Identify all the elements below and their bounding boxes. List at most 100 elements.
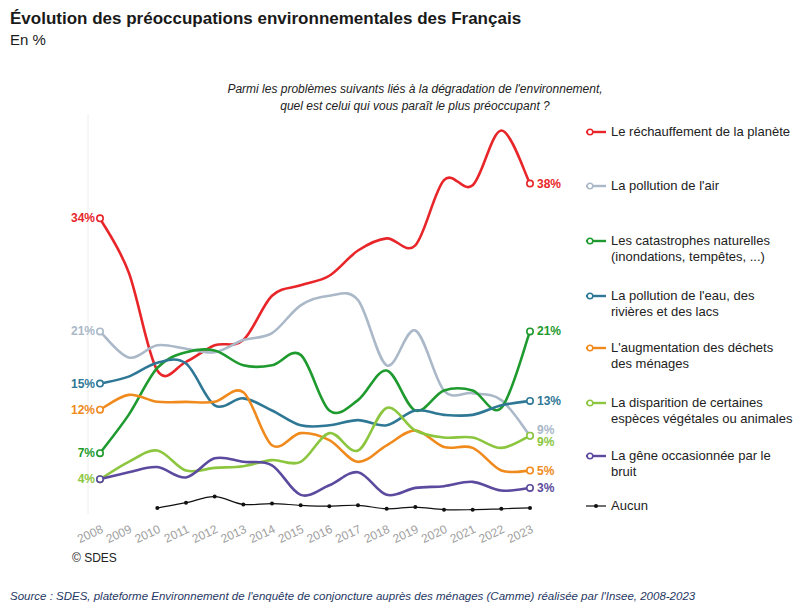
point-marker [299,503,303,507]
legend-marker [587,183,593,189]
legend-marker [587,129,593,135]
legend-label: La disparition de certaines espèces végé… [611,395,795,427]
point-marker [527,180,533,186]
point-marker [442,508,446,512]
point-marker [528,506,532,510]
point-marker [97,380,103,386]
series-line [100,293,530,436]
legend-icon [585,233,607,249]
point-marker [527,433,533,439]
title: Évolution des préoccupations environneme… [10,9,521,28]
lines-group [97,131,533,512]
data-label: 38% [537,177,561,191]
legend-label: La gêne occasionnée par le bruit [611,448,795,480]
legend-item: La gêne occasionnée par le bruit [585,448,795,480]
question: Parmi les problèmes suivants liés à la d… [227,82,602,96]
data-label: 4% [78,472,96,486]
series-line [100,131,530,377]
subtitle: En % [10,31,46,48]
data-label: 9% [537,435,555,449]
point-marker [527,485,533,491]
legend-marker [587,345,593,351]
legend-item: Les catastrophes naturelles (inondations… [585,233,795,265]
series-line [100,390,530,472]
legend-item: Aucun [585,498,795,514]
point-marker [184,501,188,505]
legend-marker [587,453,593,459]
series-line [100,458,530,496]
data-label: 34% [71,211,95,225]
x-tick-label: 2020 [419,522,449,546]
x-tick-label: 2023 [505,522,535,546]
data-label: 7% [78,446,96,460]
x-tick-label: 2010 [132,522,162,546]
data-label: 3% [537,481,555,495]
point-marker [97,450,103,456]
point-marker [97,476,103,482]
legend-marker [587,238,593,244]
legend-icon [585,124,607,140]
legend-item: Le réchauffement de la planète [585,124,795,140]
data-label: 21% [71,324,95,338]
point-marker [241,502,245,506]
series-line [157,497,530,510]
page: {"chart_data": { "type": "line", "title"… [0,0,803,615]
data-label: 12% [71,403,95,417]
legend-icon [585,288,607,304]
copyright: © SDES [72,551,117,565]
legend-label: La pollution de l'air [611,178,719,194]
legend-item: L'augmentation des déchets des ménages [585,340,795,372]
point-marker [499,507,503,511]
legend-icon [585,395,607,411]
source: Source : SDES, plateforme Environnement … [10,590,696,602]
legend-label: L'augmentation des déchets des ménages [611,340,795,372]
point-marker [385,507,389,511]
legend-label: Les catastrophes naturelles (inondations… [611,233,795,265]
legend-label: La pollution de l'eau, des rivières et d… [611,288,795,320]
question: quel est celui qui vous paraît le plus p… [280,99,550,113]
x-tick-label: 2016 [304,522,334,546]
x-tick-label: 2019 [390,522,420,546]
legend-item: La pollution de l'air [585,178,795,194]
x-tick-label: 2008 [75,522,105,546]
point-marker [270,502,274,506]
legend-icon [585,498,607,514]
series-line [100,360,530,427]
data-label: 21% [537,324,561,338]
point-marker [327,504,331,508]
point-marker [356,503,360,507]
legend-icon [585,340,607,356]
legend-label: Le réchauffement de la planète [611,124,790,140]
legend-marker [587,400,593,406]
x-tick-label: 2015 [276,522,306,546]
legend-marker [587,293,593,299]
point-marker [471,508,475,512]
legend-label: Aucun [611,498,648,514]
point-marker [527,467,533,473]
legend-item: La disparition de certaines espèces végé… [585,395,795,427]
x-tick-label: 2013 [218,522,248,546]
point-marker [213,495,217,499]
data-label: 15% [71,377,95,391]
point-marker [97,476,103,482]
point-marker [97,328,103,334]
point-marker [413,505,417,509]
point-marker [155,506,159,510]
data-label: 13% [537,394,561,408]
x-tick-label: 2011 [162,522,192,546]
legend-marker [594,504,598,508]
point-marker [527,433,533,439]
x-tick-label: 2017 [333,522,363,546]
point-marker [97,406,103,412]
data-label: 5% [537,464,555,478]
legend-icon [585,178,607,194]
x-tick-label: 2012 [190,522,220,546]
x-tick-label: 2022 [476,522,506,546]
x-tick-label: 2009 [104,522,134,546]
x-tick-label: 2014 [247,522,277,546]
x-tick-label: 2021 [448,522,478,546]
point-marker [527,328,533,334]
point-marker [527,398,533,404]
point-marker [97,215,103,221]
legend-icon [585,448,607,464]
